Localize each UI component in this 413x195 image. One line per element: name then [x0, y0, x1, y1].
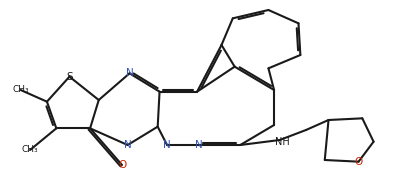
Text: O: O	[354, 157, 363, 167]
Text: CH₃: CH₃	[22, 145, 38, 154]
Text: O: O	[118, 160, 126, 170]
Text: S: S	[66, 72, 73, 82]
Text: N: N	[126, 68, 133, 78]
Text: N: N	[195, 140, 203, 150]
Text: N: N	[163, 140, 171, 150]
Text: CH₃: CH₃	[12, 85, 29, 95]
Text: NH: NH	[275, 137, 290, 147]
Text: N: N	[124, 140, 131, 150]
